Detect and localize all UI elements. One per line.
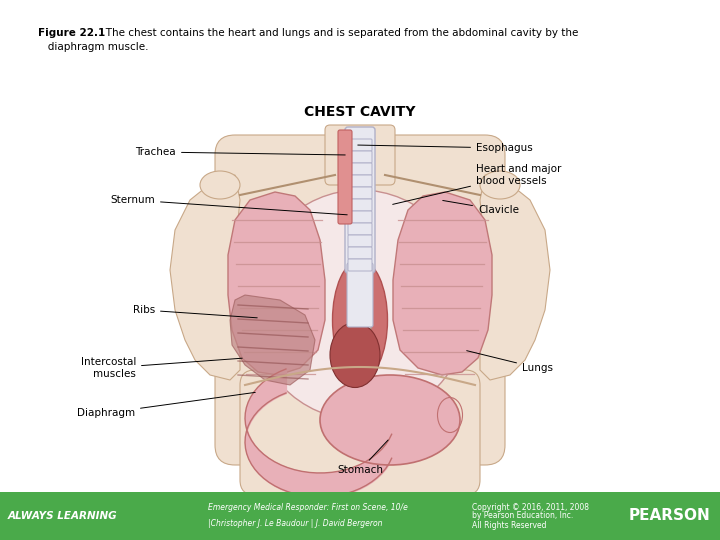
Ellipse shape [250, 190, 470, 420]
Text: Esophagus: Esophagus [358, 143, 533, 153]
Text: Intercostal
muscles: Intercostal muscles [81, 357, 242, 379]
FancyBboxPatch shape [348, 235, 372, 247]
FancyBboxPatch shape [325, 125, 395, 185]
Ellipse shape [480, 171, 520, 199]
Text: Copyright © 2016, 2011, 2008: Copyright © 2016, 2011, 2008 [472, 503, 589, 511]
Text: Stomach: Stomach [337, 440, 388, 475]
Text: ALWAYS LEARNING: ALWAYS LEARNING [8, 511, 117, 521]
FancyBboxPatch shape [345, 127, 375, 273]
FancyBboxPatch shape [348, 139, 372, 151]
Text: All Rights Reserved: All Rights Reserved [472, 521, 546, 530]
Text: Diaphragm: Diaphragm [77, 393, 256, 418]
Text: Ribs: Ribs [132, 305, 257, 318]
Polygon shape [480, 175, 550, 380]
Text: Lungs: Lungs [467, 350, 553, 373]
Ellipse shape [333, 260, 387, 380]
Polygon shape [393, 192, 492, 375]
Polygon shape [230, 295, 315, 385]
Text: diaphragm muscle.: diaphragm muscle. [38, 42, 148, 52]
Text: Figure 22.1: Figure 22.1 [38, 28, 105, 38]
Text: Heart and major
blood vessels: Heart and major blood vessels [392, 164, 562, 204]
Text: The chest contains the heart and lungs and is separated from the abdominal cavit: The chest contains the heart and lungs a… [96, 28, 578, 38]
Polygon shape [170, 175, 240, 380]
FancyBboxPatch shape [348, 175, 372, 187]
FancyBboxPatch shape [347, 263, 373, 327]
FancyBboxPatch shape [215, 135, 505, 465]
FancyBboxPatch shape [348, 223, 372, 235]
Text: |Christopher J. Le Baudour | J. David Bergeron: |Christopher J. Le Baudour | J. David Be… [208, 519, 382, 529]
FancyBboxPatch shape [348, 199, 372, 211]
Polygon shape [228, 192, 325, 375]
FancyBboxPatch shape [338, 130, 352, 224]
Text: CHEST CAVITY: CHEST CAVITY [305, 105, 415, 119]
FancyBboxPatch shape [348, 259, 372, 271]
Ellipse shape [320, 375, 460, 465]
FancyBboxPatch shape [348, 247, 372, 259]
FancyBboxPatch shape [348, 187, 372, 199]
FancyBboxPatch shape [348, 163, 372, 175]
Ellipse shape [330, 322, 380, 388]
FancyBboxPatch shape [349, 198, 371, 357]
FancyBboxPatch shape [348, 211, 372, 223]
Ellipse shape [200, 171, 240, 199]
Text: Trachea: Trachea [135, 147, 345, 157]
FancyBboxPatch shape [240, 370, 480, 495]
Text: PEARSON: PEARSON [629, 509, 710, 523]
Text: Sternum: Sternum [110, 195, 347, 215]
Text: Clavicle: Clavicle [443, 200, 519, 215]
Text: by Pearson Education, Inc.: by Pearson Education, Inc. [472, 511, 573, 521]
FancyBboxPatch shape [348, 151, 372, 163]
Bar [0, 492, 720, 540]
Text: Emergency Medical Responder: First on Scene, 10/e: Emergency Medical Responder: First on Sc… [208, 503, 408, 512]
